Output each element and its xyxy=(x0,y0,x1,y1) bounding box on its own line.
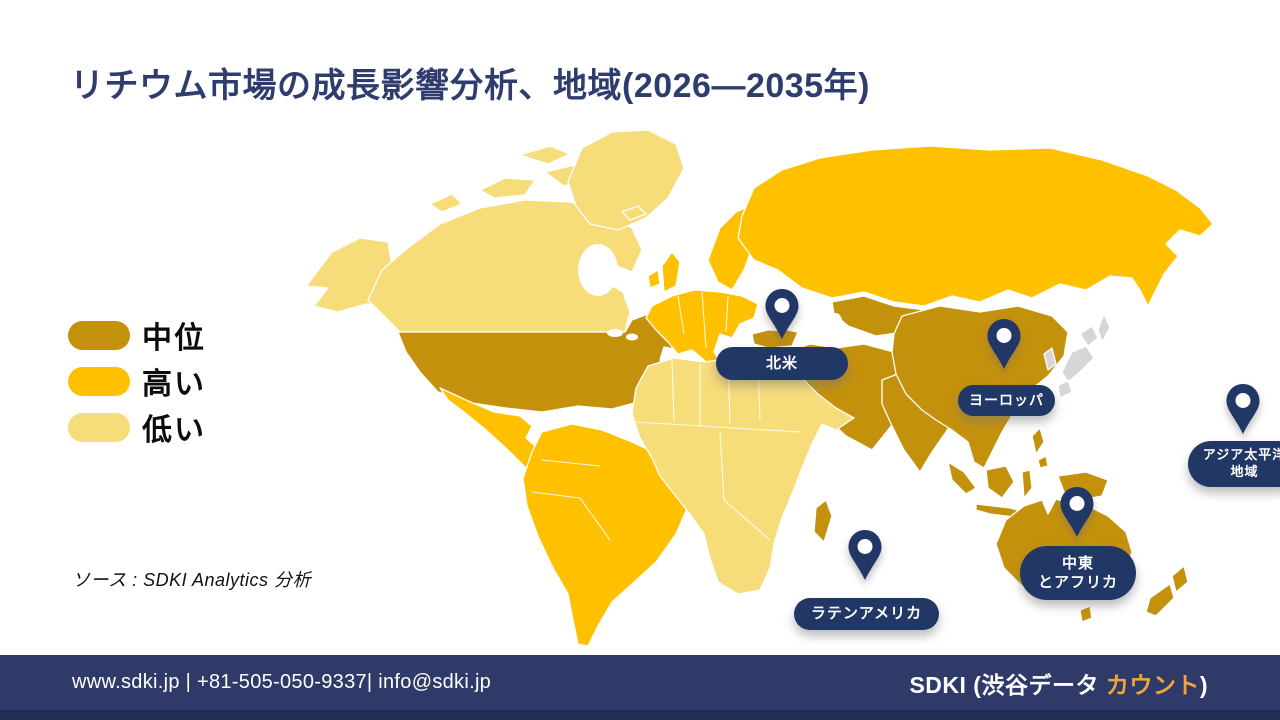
legend-item-medium: 中位 xyxy=(68,320,206,355)
legend-item-high: 高い xyxy=(68,366,206,401)
footer-brand: SDKI (渋谷データ カウント) xyxy=(909,666,1208,700)
hudson-bay xyxy=(578,244,618,296)
region-japan-shape xyxy=(1057,313,1111,399)
footer-brand-suffix: ) xyxy=(1199,671,1208,698)
footer-brand-accent: カウント xyxy=(1105,671,1200,698)
region-tasmania-shape xyxy=(1079,605,1093,623)
region-label-latin-america: ラテンアメリカ xyxy=(794,598,939,630)
region-label-text: ヨーロッパ xyxy=(969,392,1044,409)
legend-swatch-high xyxy=(68,366,130,396)
legend-item-low: 低い xyxy=(68,412,206,447)
region-new-zealand-shape xyxy=(1145,565,1189,617)
location-pin-icon-middle-east-africa xyxy=(1060,487,1094,537)
europe-borders xyxy=(677,291,729,349)
legend: 中位 高い 低い xyxy=(68,320,206,458)
legend-label-high: 高い xyxy=(142,368,206,401)
world-map: 北米 ヨーロッパ アジア太平洋 地域 中東 とアフリカ ラテンアメリカ xyxy=(280,120,1280,660)
location-pin-icon-europe xyxy=(987,319,1021,369)
legend-label-medium: 中位 xyxy=(142,322,206,355)
africa-borders xyxy=(635,359,801,541)
footer-contact-links[interactable]: www.sdki.jp | +81-505-050-9337| info@sdk… xyxy=(72,671,492,693)
footer-bottom-strip xyxy=(0,710,1280,720)
great-lake-1 xyxy=(607,329,623,337)
region-label-text: アジア太平洋 xyxy=(1202,447,1280,463)
region-indonesia-shape xyxy=(947,461,1033,519)
footer-bar: www.sdki.jp | +81-505-050-9337| info@sdk… xyxy=(0,655,1280,710)
region-label-europe: ヨーロッパ xyxy=(958,385,1055,416)
region-europe-shape xyxy=(645,289,759,373)
footer-brand-prefix: SDKI (渋谷データ xyxy=(909,671,1106,698)
region-label-text: とアフリカ xyxy=(1037,574,1118,591)
location-pin-icon-asia-pacific xyxy=(1226,384,1260,434)
location-pin-icon-north-america xyxy=(765,289,799,339)
region-label-asia-pacific: アジア太平洋 地域 xyxy=(1188,441,1280,487)
great-lake-2 xyxy=(626,333,638,341)
south-america-borders xyxy=(531,459,611,541)
region-russia-shape xyxy=(737,145,1214,307)
region-label-text: 地域 xyxy=(1230,464,1259,479)
legend-swatch-low xyxy=(68,412,130,442)
location-pin-icon-latin-america xyxy=(848,530,882,580)
region-label-middle-east-africa: 中東 とアフリカ xyxy=(1020,546,1136,600)
source-note: ソース : SDKI Analytics 分析 xyxy=(72,570,311,590)
region-label-text: ラテンアメリカ xyxy=(810,605,923,623)
region-philippines-shape xyxy=(1031,427,1049,469)
region-label-text: 北米 xyxy=(765,354,798,372)
region-madagascar-shape xyxy=(813,499,833,543)
legend-swatch-medium xyxy=(68,320,130,350)
legend-label-low: 低い xyxy=(142,414,206,447)
caspian-sea xyxy=(829,313,843,339)
region-greenland-shape xyxy=(567,129,685,231)
page-title: リチウム市場の成長影響分析、地域(2026—2035年) xyxy=(70,67,870,105)
region-label-north-america: 北米 xyxy=(716,347,848,380)
region-korea-shape xyxy=(1043,347,1057,371)
region-iceland-shape xyxy=(621,205,647,221)
region-label-text: 中東 xyxy=(1061,554,1094,572)
region-uk-shape xyxy=(647,251,681,293)
